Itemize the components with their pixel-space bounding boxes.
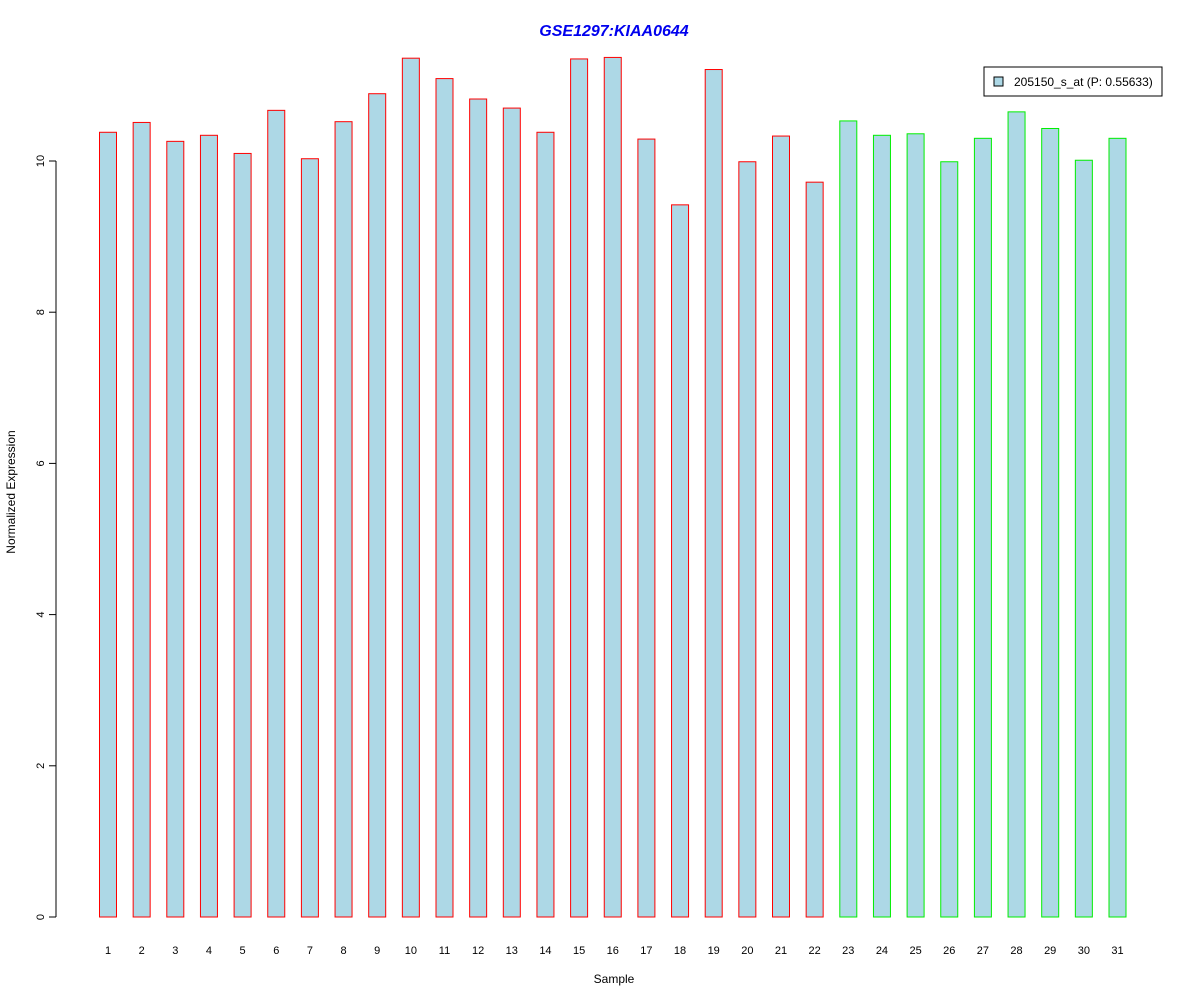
bar-sample-26 xyxy=(940,161,959,918)
bar-sample-16 xyxy=(603,56,622,918)
x-axis-label: Sample xyxy=(594,972,635,986)
bar-sample-5 xyxy=(233,152,252,918)
bar-sample-19 xyxy=(704,69,723,918)
x-tick-label: 2 xyxy=(139,945,145,957)
y-tick-label: 0 xyxy=(35,914,47,920)
y-tick-label: 8 xyxy=(35,309,47,315)
legend-box xyxy=(983,66,1163,97)
x-tick-label: 12 xyxy=(472,945,484,957)
x-tick-label: 27 xyxy=(977,945,989,957)
x-tick-label: 1 xyxy=(105,945,111,957)
x-tick-label: 7 xyxy=(307,945,313,957)
chart-title: GSE1297:KIAA0644 xyxy=(539,23,689,40)
x-tick-label: 8 xyxy=(340,945,346,957)
x-tick-label: 23 xyxy=(842,945,854,957)
x-tick-label: 21 xyxy=(775,945,787,957)
legend: 205150_s_at (P: 0.55633) xyxy=(983,66,1163,97)
bar-sample-25 xyxy=(906,133,925,918)
bar-sample-11 xyxy=(435,78,454,918)
bar-sample-9 xyxy=(368,93,387,918)
legend-swatch xyxy=(993,76,1004,87)
x-tick-label: 15 xyxy=(573,945,585,957)
x-tick-label: 20 xyxy=(741,945,753,957)
x-tick-labels: 1 2 3 4 5 6 7 8 9 10 11 12 13 14 15 16 17 18 19 20 21 22 23 24 2… xyxy=(105,945,1124,957)
x-tick-label: 29 xyxy=(1044,945,1056,957)
bar-sample-2 xyxy=(132,121,151,918)
x-tick-label: 30 xyxy=(1078,945,1090,957)
x-tick-label: 26 xyxy=(943,945,955,957)
x-tick-label: 3 xyxy=(172,945,178,957)
x-tick-label: 16 xyxy=(607,945,619,957)
bar-sample-14 xyxy=(536,131,555,918)
y-axis: 0 2 4 6 8 10 xyxy=(35,155,57,920)
x-tick-label: 6 xyxy=(273,945,279,957)
bar-sample-8 xyxy=(334,121,353,918)
x-tick-label: 28 xyxy=(1010,945,1022,957)
bar-sample-22 xyxy=(805,181,824,918)
x-tick-label: 4 xyxy=(206,945,212,957)
x-tick-label: 25 xyxy=(909,945,921,957)
x-tick-label: 9 xyxy=(374,945,380,957)
x-tick-label: 10 xyxy=(405,945,417,957)
bar-sample-18 xyxy=(671,204,690,918)
x-tick-label: 11 xyxy=(439,945,450,957)
bar-sample-15 xyxy=(570,58,589,918)
bar-sample-3 xyxy=(166,140,185,918)
bar-sample-1 xyxy=(99,131,117,918)
bar-sample-17 xyxy=(637,138,656,918)
bar-sample-27 xyxy=(973,137,992,918)
bar-sample-10 xyxy=(401,57,420,918)
bar-sample-21 xyxy=(772,135,790,918)
bar-sample-6 xyxy=(267,109,286,918)
bars-group xyxy=(99,56,1127,918)
bar-sample-23 xyxy=(839,120,858,918)
bar-sample-13 xyxy=(502,107,521,918)
bar-sample-31 xyxy=(1108,137,1127,918)
y-tick-label: 10 xyxy=(35,155,47,167)
x-tick-label: 24 xyxy=(876,945,888,957)
y-tick-label: 6 xyxy=(35,460,47,466)
bar-sample-7 xyxy=(300,158,319,918)
bar-sample-4 xyxy=(199,134,218,918)
x-tick-label: 5 xyxy=(240,945,246,957)
y-axis-label: Normalized Expression xyxy=(4,430,18,553)
x-tick-label: 18 xyxy=(674,945,686,957)
x-tick-label: 13 xyxy=(506,945,518,957)
x-tick-label: 22 xyxy=(809,945,821,957)
legend-label: 205150_s_at (P: 0.55633) xyxy=(1014,75,1153,89)
x-tick-label: 17 xyxy=(640,945,652,957)
bar-sample-28 xyxy=(1007,111,1026,918)
x-tick-label: 19 xyxy=(708,945,720,957)
x-tick-label: 14 xyxy=(539,945,551,957)
bar-sample-20 xyxy=(738,161,757,918)
x-tick-label: 31 xyxy=(1111,945,1123,957)
bar-sample-29 xyxy=(1041,127,1060,918)
bar-sample-30 xyxy=(1074,159,1093,918)
bar-sample-24 xyxy=(872,134,891,918)
y-tick-label: 4 xyxy=(35,612,47,618)
bar-sample-12 xyxy=(469,98,488,918)
y-tick-label: 2 xyxy=(35,763,47,769)
